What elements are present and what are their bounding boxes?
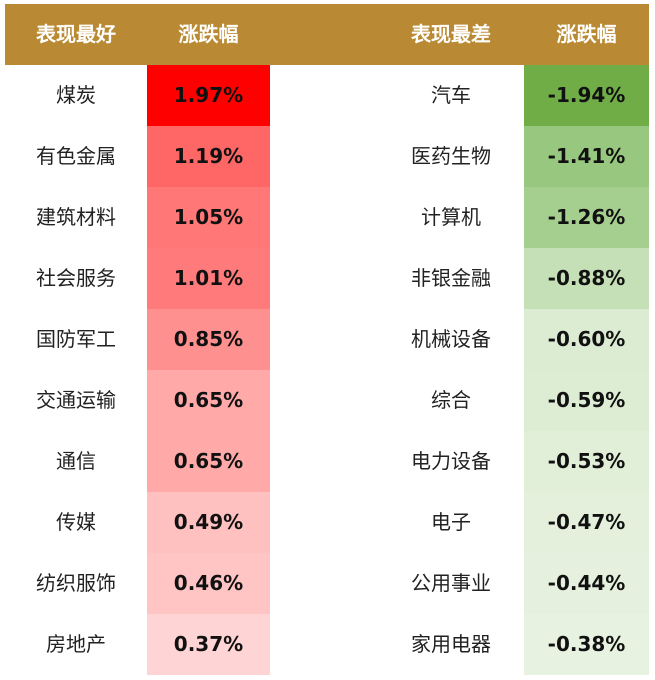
table-row: 有色金属 1.19% 医药生物 -1.41% [0, 126, 655, 187]
worst-change-cell: -1.94% [524, 65, 649, 126]
header-change-left: 涨跌幅 [178, 22, 239, 46]
best-change-cell: 1.05% [147, 187, 270, 248]
worst-industry-name: 汽车 [431, 83, 471, 107]
header-bar [5, 4, 649, 65]
best-industry-name: 传媒 [56, 510, 96, 534]
header-worst: 表现最差 [411, 22, 491, 46]
best-industry-name: 纺织服饰 [36, 571, 116, 595]
best-industry-name: 有色金属 [36, 144, 116, 168]
best-industry-name: 通信 [56, 449, 96, 473]
best-change-cell: 1.97% [147, 65, 270, 126]
table-row: 建筑材料 1.05% 计算机 -1.26% [0, 187, 655, 248]
worst-industry-name: 家用电器 [411, 632, 491, 656]
worst-change-cell: -0.60% [524, 309, 649, 370]
table-row: 传媒 0.49% 电子 -0.47% [0, 492, 655, 553]
worst-industry-name: 电力设备 [411, 449, 491, 473]
worst-industry-name: 综合 [431, 388, 471, 412]
best-change-cell: 0.65% [147, 431, 270, 492]
best-industry-name: 房地产 [46, 632, 106, 656]
worst-change-cell: -1.26% [524, 187, 649, 248]
worst-change-cell: -0.44% [524, 553, 649, 614]
best-industry-name: 社会服务 [36, 266, 116, 290]
table-row: 通信 0.65% 电力设备 -0.53% [0, 431, 655, 492]
table-row: 社会服务 1.01% 非银金融 -0.88% [0, 248, 655, 309]
best-change-cell: 1.19% [147, 126, 270, 187]
best-industry-name: 建筑材料 [36, 205, 116, 229]
table-row: 房地产 0.37% 家用电器 -0.38% [0, 614, 655, 675]
worst-industry-name: 机械设备 [411, 327, 491, 351]
table-row: 纺织服饰 0.46% 公用事业 -0.44% [0, 553, 655, 614]
best-change-cell: 1.01% [147, 248, 270, 309]
table-row: 国防军工 0.85% 机械设备 -0.60% [0, 309, 655, 370]
header-change-right: 涨跌幅 [556, 22, 617, 46]
worst-industry-name: 电子 [431, 510, 471, 534]
worst-change-cell: -0.53% [524, 431, 649, 492]
worst-change-cell: -0.88% [524, 248, 649, 309]
best-industry-name: 交通运输 [36, 388, 116, 412]
best-industry-name: 国防军工 [36, 327, 116, 351]
worst-industry-name: 医药生物 [411, 144, 491, 168]
best-change-cell: 0.37% [147, 614, 270, 675]
best-change-cell: 0.85% [147, 309, 270, 370]
worst-change-cell: -0.47% [524, 492, 649, 553]
table-row: 煤炭 1.97% 汽车 -1.94% [0, 65, 655, 126]
best-change-cell: 0.49% [147, 492, 270, 553]
worst-industry-name: 计算机 [421, 205, 481, 229]
best-industry-name: 煤炭 [56, 83, 96, 107]
header-best: 表现最好 [36, 22, 116, 46]
worst-industry-name: 非银金融 [411, 266, 491, 290]
worst-change-cell: -0.59% [524, 370, 649, 431]
worst-change-cell: -1.41% [524, 126, 649, 187]
best-change-cell: 0.46% [147, 553, 270, 614]
table-row: 交通运输 0.65% 综合 -0.59% [0, 370, 655, 431]
best-change-cell: 0.65% [147, 370, 270, 431]
worst-industry-name: 公用事业 [411, 571, 491, 595]
worst-change-cell: -0.38% [524, 614, 649, 675]
